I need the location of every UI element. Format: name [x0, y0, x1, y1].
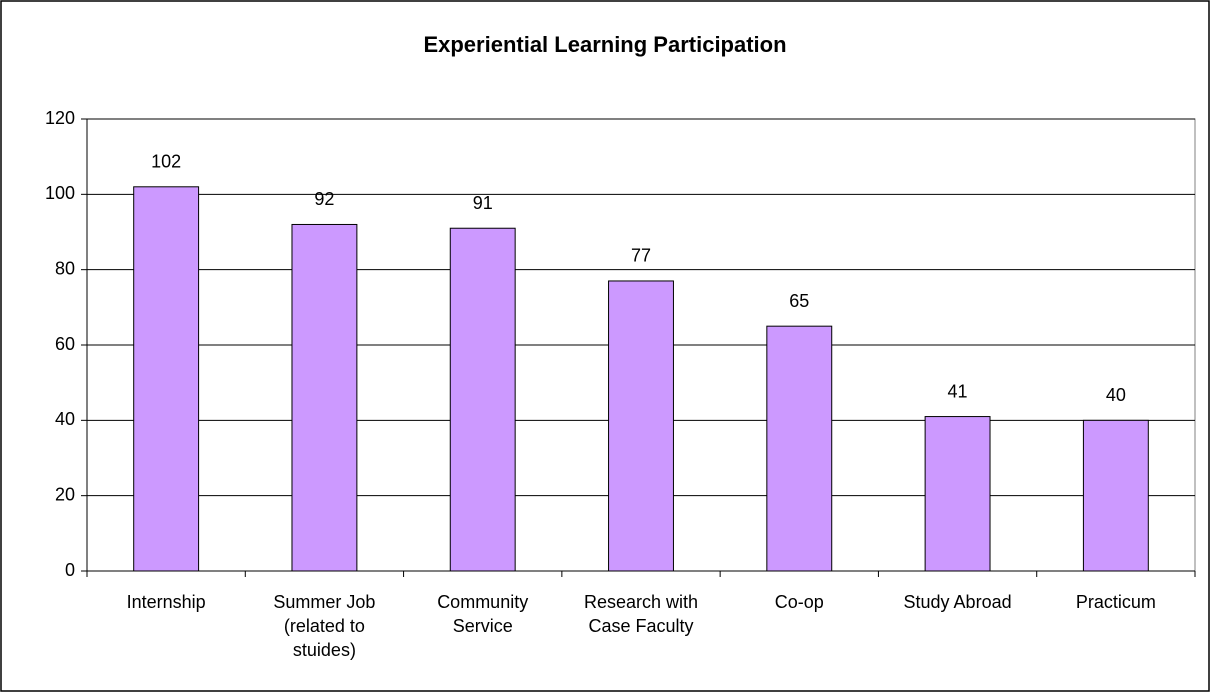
y-tick-label: 20 [55, 484, 75, 504]
x-tick-label: Practicum [1075, 592, 1156, 612]
bar [449, 227, 516, 572]
y-tick-label: 80 [55, 258, 75, 278]
y-tick-label: 100 [45, 183, 75, 203]
x-tick-label: Study Abroad [903, 592, 1012, 612]
data-label: 91 [473, 193, 493, 213]
bar [1082, 419, 1149, 572]
data-label: 92 [314, 189, 334, 209]
bar [133, 186, 200, 572]
x-tick-label: Summer Job (related to stuides) [273, 592, 376, 660]
x-tick-label: Community Service [437, 592, 529, 636]
bar [608, 280, 674, 572]
bar [291, 223, 358, 572]
x-tick-label: Internship [126, 592, 206, 612]
data-label: 41 [948, 381, 968, 401]
chart-title: Experiential Learning Participation [423, 32, 786, 57]
bar [924, 416, 991, 572]
data-label: 77 [631, 246, 651, 266]
data-label: 65 [789, 291, 809, 311]
bar [766, 325, 833, 572]
x-tick-label: Co-op [774, 592, 824, 612]
data-label: 102 [151, 152, 181, 172]
y-tick-label: 0 [65, 560, 75, 580]
y-tick-label: 120 [45, 108, 75, 128]
x-tick-label: Research with Case Faculty [583, 592, 699, 636]
data-label: 40 [1106, 385, 1126, 405]
y-tick-label: 60 [55, 334, 75, 354]
y-tick-label: 40 [55, 409, 75, 429]
